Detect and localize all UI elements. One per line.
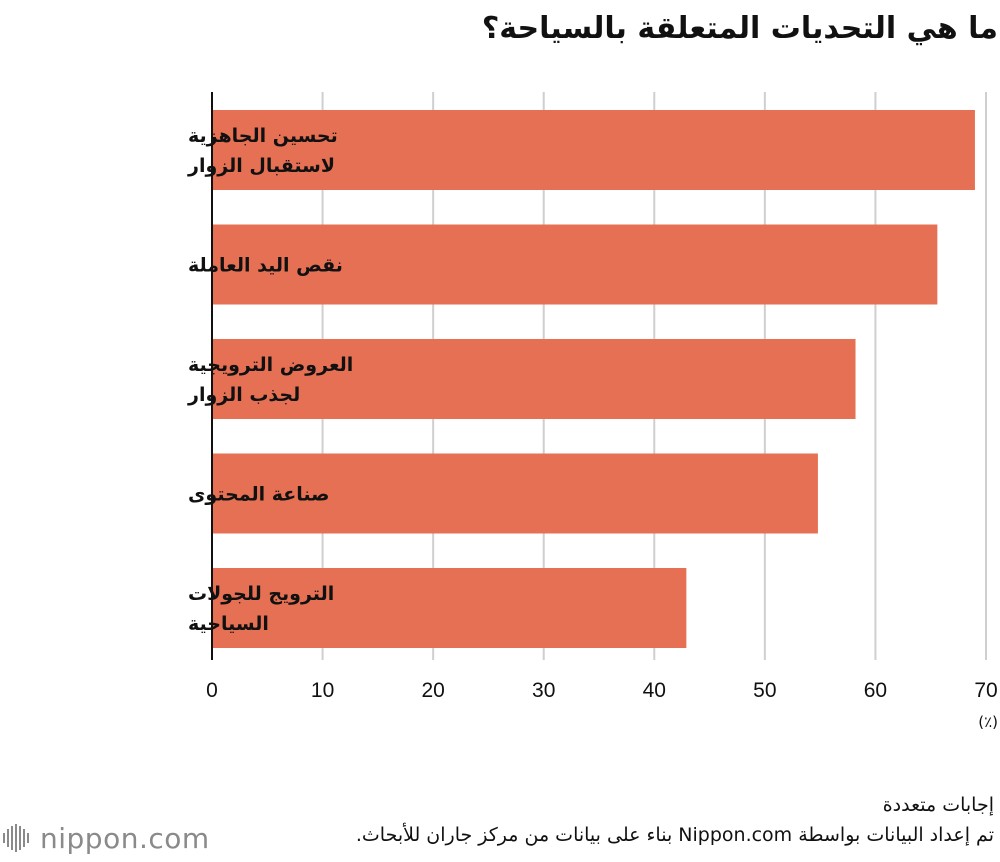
chart-title: ما هي التحديات المتعلقة بالسياحة؟ [481, 11, 998, 46]
nippon-logo-icon [3, 824, 29, 852]
note-multiple-answers: إجابات متعددة [882, 794, 994, 816]
x-tick-label: 50 [753, 679, 776, 702]
category-label: لجذب الزوار [187, 384, 300, 406]
source-note: تم إعداد البيانات بواسطة Nippon.com بناء… [355, 824, 994, 846]
x-tick-label: 30 [532, 679, 555, 702]
bars [212, 110, 975, 648]
logo-wordmark: nippon.com [40, 821, 210, 855]
x-unit-label: (٪) [978, 713, 998, 731]
bar [212, 568, 687, 648]
bar [212, 110, 975, 190]
category-label: نقص اليد العاملة [188, 255, 343, 277]
x-tick-label: 10 [311, 679, 334, 702]
x-tick-label: 40 [643, 679, 666, 702]
x-tick-label: 20 [421, 679, 444, 702]
bar [212, 339, 856, 419]
category-label: تحسين الجاهزية [188, 125, 338, 147]
category-label: الترويج للجولات [188, 583, 334, 605]
nippon-logo: nippon.com [2, 816, 210, 860]
bar [212, 224, 938, 305]
bar [212, 453, 818, 534]
category-label: صناعة المحتوى [188, 484, 330, 506]
x-tick-label: 60 [864, 679, 887, 702]
chart-notes: إجابات متعددة تم إعداد البيانات بواسطة N… [274, 790, 994, 850]
x-tick-labels: 0 10 20 30 40 50 60 70 [206, 679, 998, 702]
category-label: العروض الترويجية [188, 354, 353, 376]
x-tick-label: 70 [974, 679, 997, 702]
x-tick-label: 0 [206, 679, 218, 702]
category-label: السياحية [188, 613, 269, 635]
category-labels: تحسين الجاهزية لاستقبال الزوار نقص اليد ال… [187, 125, 353, 635]
category-label: لاستقبال الزوار [187, 155, 335, 177]
bar-chart: تحسين الجاهزية لاستقبال الزوار نقص اليد ال… [187, 92, 998, 731]
